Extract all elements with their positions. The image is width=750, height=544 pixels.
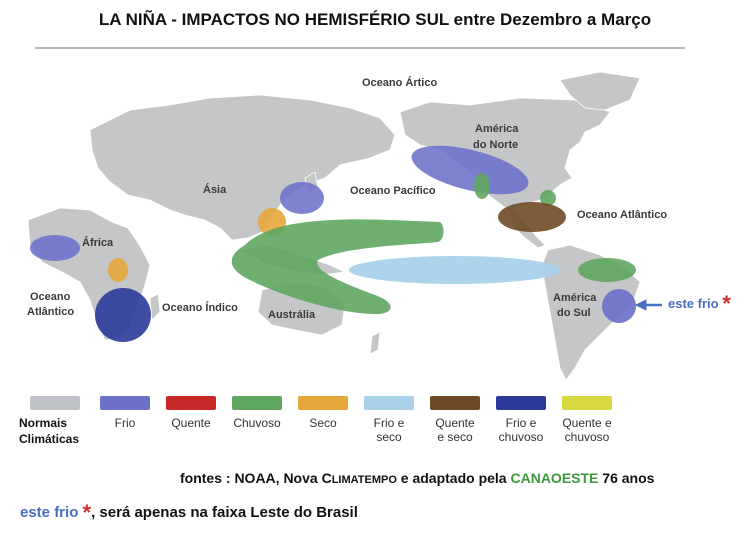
label-africa: África bbox=[82, 236, 114, 249]
footnote-rest: , será apenas na faixa Leste do Brasil bbox=[91, 504, 358, 521]
legend-label-line-2: chuvoso bbox=[564, 430, 610, 444]
legend: Normais Climáticas Frio Quente Chuvoso Seco… bbox=[19, 396, 745, 456]
zone-cold-asia bbox=[280, 182, 324, 214]
zone-rainy-indo-pacific bbox=[231, 219, 444, 315]
zone-cold-north-america bbox=[411, 145, 529, 195]
legend-normais-line-2: Climáticas bbox=[19, 432, 80, 446]
footnote: este frio *, será apenas na faixa Leste … bbox=[20, 500, 358, 526]
sources-climatempo-initial: C bbox=[321, 470, 332, 486]
legend-label-line-1: Frio bbox=[114, 416, 136, 430]
zone-cold-rainy-southern-africa bbox=[95, 288, 151, 342]
zone-rainy-ne-brazil bbox=[578, 258, 636, 282]
legend-label: Quente bbox=[158, 416, 224, 430]
legend-normais-line-1: Normais bbox=[19, 416, 68, 430]
legend-label-line-1: Quente e bbox=[562, 416, 612, 430]
page-title: LA NIÑA - IMPACTOS NO HEMISFÉRIO SUL ent… bbox=[98, 10, 652, 29]
zone-warm-dry-us-south bbox=[498, 202, 566, 232]
legend-label-line-1: Frio e bbox=[373, 416, 405, 430]
label-atlantic-ocean-south-1: Oceano bbox=[30, 291, 71, 303]
legend-swatch bbox=[430, 396, 480, 410]
legend-label: Quente e chuvoso bbox=[554, 416, 620, 444]
sources-climatempo: CLIMATEMPO bbox=[322, 470, 397, 486]
legend-label-line-2: e seco bbox=[437, 430, 473, 444]
legend-label: Seco bbox=[290, 416, 356, 430]
zone-cold-dry-pacific bbox=[349, 256, 561, 284]
sources-prefix: fontes : NOAA, Nova bbox=[180, 470, 322, 486]
legend-swatch bbox=[232, 396, 282, 410]
zone-dry-east-africa bbox=[108, 258, 128, 282]
legend-swatch bbox=[562, 396, 612, 410]
impact-zones bbox=[30, 145, 636, 342]
zone-rainy-nw-america bbox=[474, 173, 490, 199]
sources-middle: e adaptado pela bbox=[396, 470, 511, 486]
sources-org: CANAOESTE bbox=[510, 470, 599, 486]
sources-line: fontes : NOAA, Nova CLIMATEMPO e adaptad… bbox=[180, 470, 654, 486]
label-south-america-1: América bbox=[553, 292, 597, 304]
land-new-zealand bbox=[369, 331, 381, 355]
land-greenland bbox=[559, 71, 641, 111]
legend-label-line-1: Seco bbox=[309, 416, 337, 430]
land-madagascar bbox=[149, 293, 161, 321]
label-atlantic-ocean-north: Oceano Atlântico bbox=[577, 209, 667, 221]
legend-label-line-2: chuvoso bbox=[498, 430, 544, 444]
footnote-lead: este frio bbox=[20, 504, 79, 521]
zone-cold-west-africa bbox=[30, 235, 80, 261]
land-eurasia bbox=[89, 94, 396, 241]
label-australia: Austrália bbox=[268, 309, 316, 321]
title-divider bbox=[35, 47, 685, 49]
label-north-america-1: América bbox=[475, 123, 519, 135]
label-atlantic-ocean-south-2: Atlântico bbox=[27, 306, 74, 318]
legend-label-line-2: seco bbox=[376, 430, 402, 444]
legend-label-normais: Normais Climáticas bbox=[19, 415, 79, 447]
sources-suffix: 76 anos bbox=[598, 470, 655, 486]
legend-label: Frio e seco bbox=[356, 416, 422, 444]
label-asia: Ásia bbox=[203, 183, 227, 196]
side-note: este frio * bbox=[668, 291, 731, 317]
zone-rainy-ne-america bbox=[540, 190, 556, 206]
sources-climatempo-rest: LIMATEMPO bbox=[331, 474, 397, 486]
side-note-star: * bbox=[722, 291, 731, 316]
legend-label: Frio e chuvoso bbox=[488, 416, 554, 444]
legend-label-line-1: Chuvoso bbox=[233, 416, 281, 430]
legend-swatch bbox=[166, 396, 216, 410]
legend-label-line-1: Quente bbox=[171, 416, 211, 430]
legend-label: Frio bbox=[92, 416, 158, 430]
legend-label-line-1: Quente bbox=[435, 416, 475, 430]
footnote-star: * bbox=[82, 500, 92, 525]
arrow-icon bbox=[634, 299, 662, 311]
legend-swatch bbox=[496, 396, 546, 410]
legend-label-line-1: Frio e bbox=[505, 416, 537, 430]
label-south-america-2: do Sul bbox=[557, 307, 591, 319]
side-note-text: este frio bbox=[668, 296, 719, 311]
legend-swatch bbox=[298, 396, 348, 410]
legend-label: Chuvoso bbox=[224, 416, 290, 430]
label-arctic-ocean: Oceano Ártico bbox=[362, 76, 437, 89]
label-north-america-2: do Norte bbox=[473, 139, 518, 151]
label-pacific-ocean: Oceano Pacífico bbox=[350, 185, 436, 197]
zone-cold-east-brazil bbox=[602, 289, 636, 323]
legend-label: Quente e seco bbox=[422, 416, 488, 444]
label-indian-ocean: Oceano Índico bbox=[162, 301, 238, 314]
legend-swatch-normais bbox=[30, 396, 80, 410]
legend-swatch bbox=[100, 396, 150, 410]
legend-swatch bbox=[364, 396, 414, 410]
world-map: Oceano Ártico América do Norte Ásia Ocea… bbox=[27, 71, 667, 381]
